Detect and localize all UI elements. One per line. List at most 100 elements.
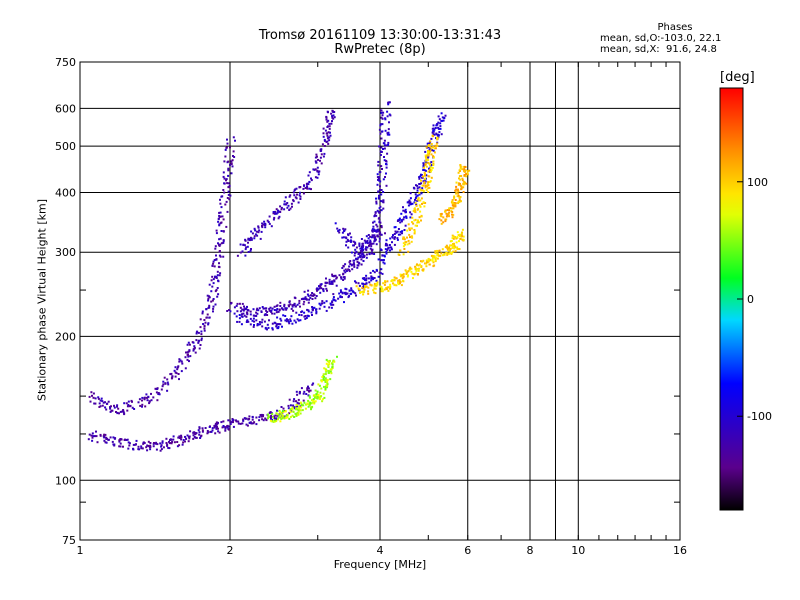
echo-point: [292, 191, 295, 194]
echo-point: [437, 121, 440, 124]
echo-point: [385, 184, 388, 187]
echo-point: [296, 393, 299, 396]
echo-point: [329, 368, 332, 371]
echo-point: [155, 448, 158, 451]
echo-point: [402, 237, 405, 240]
echo-point: [204, 321, 207, 324]
echo-point: [301, 297, 304, 300]
echo-point: [394, 236, 396, 239]
echo-point: [350, 236, 353, 239]
echo-point: [466, 173, 469, 176]
echo-point: [231, 165, 234, 168]
echo-point: [425, 265, 428, 268]
echo-point: [97, 397, 100, 400]
echo-point: [166, 443, 169, 446]
echo-point: [448, 215, 450, 218]
echo-point: [161, 385, 164, 388]
echo-point: [173, 441, 176, 444]
echo-point: [429, 149, 432, 152]
echo-point: [358, 242, 361, 245]
echo-point: [138, 448, 141, 451]
echo-point: [462, 186, 465, 189]
echo-point: [342, 227, 345, 230]
echo-point: [176, 368, 179, 371]
echo-point: [217, 430, 220, 433]
echo-point: [374, 239, 377, 242]
echo-point: [363, 288, 366, 291]
echo-point: [221, 426, 224, 429]
echo-point: [317, 394, 320, 397]
echo-point: [252, 308, 255, 311]
echo-point: [320, 153, 323, 156]
echo-point: [132, 443, 135, 446]
echo-point: [403, 216, 406, 219]
echo-point: [453, 202, 456, 205]
echo-point: [434, 250, 437, 253]
echo-point: [369, 235, 372, 238]
y-tick-label: 600: [55, 102, 76, 115]
echo-point: [385, 172, 387, 175]
echo-point: [409, 216, 412, 219]
echo-point: [289, 318, 292, 321]
echo-point: [333, 280, 336, 283]
echo-point: [362, 244, 365, 247]
echo-point: [198, 427, 201, 430]
echo-point: [228, 184, 231, 187]
echo-point: [425, 146, 428, 149]
echo-point: [380, 123, 383, 126]
echo-point: [423, 166, 425, 169]
echo-point: [424, 184, 427, 187]
echo-point: [266, 219, 269, 222]
echo-point: [450, 244, 453, 247]
echo-point: [314, 400, 317, 403]
echo-point: [358, 288, 361, 291]
echo-point: [308, 187, 311, 190]
echo-point: [426, 142, 429, 145]
echo-point: [340, 291, 342, 293]
echo-point: [305, 317, 308, 319]
echo-point: [118, 439, 121, 442]
echo-point: [410, 227, 413, 230]
echo-point: [409, 211, 412, 214]
echo-point: [331, 273, 334, 276]
echo-point: [332, 275, 335, 278]
echo-point: [332, 360, 335, 363]
echo-point: [451, 216, 454, 219]
echo-point: [422, 268, 425, 271]
echo-point: [377, 164, 380, 167]
echo-point: [113, 437, 116, 440]
echo-point: [255, 423, 258, 426]
echo-point: [162, 446, 165, 449]
echo-point: [381, 130, 384, 133]
echo-point: [456, 248, 459, 251]
echo-point: [215, 426, 218, 429]
echo-point: [446, 209, 449, 211]
echo-point: [188, 343, 191, 346]
echo-point: [201, 310, 204, 313]
echo-point: [327, 125, 329, 128]
echo-point: [217, 242, 219, 245]
echo-point: [380, 193, 383, 196]
echo-point: [306, 389, 309, 392]
echo-point: [266, 311, 269, 313]
echo-point: [218, 254, 221, 257]
echo-point: [307, 301, 310, 304]
echo-point: [107, 400, 110, 403]
echo-point: [333, 116, 336, 119]
echo-point: [312, 394, 315, 397]
echo-point: [341, 296, 343, 299]
echo-point: [414, 272, 417, 275]
echo-point: [422, 184, 425, 187]
echo-point: [321, 400, 324, 403]
echo-point: [244, 238, 247, 241]
x-tick-label: 6: [464, 544, 471, 557]
echo-point: [409, 236, 411, 239]
echo-point: [386, 288, 389, 290]
echo-point: [332, 296, 335, 299]
echo-point: [383, 283, 386, 286]
echo-point: [419, 199, 422, 202]
echo-point: [460, 187, 463, 190]
echo-point: [327, 365, 330, 368]
echo-point: [276, 304, 279, 307]
echo-point: [255, 230, 258, 233]
